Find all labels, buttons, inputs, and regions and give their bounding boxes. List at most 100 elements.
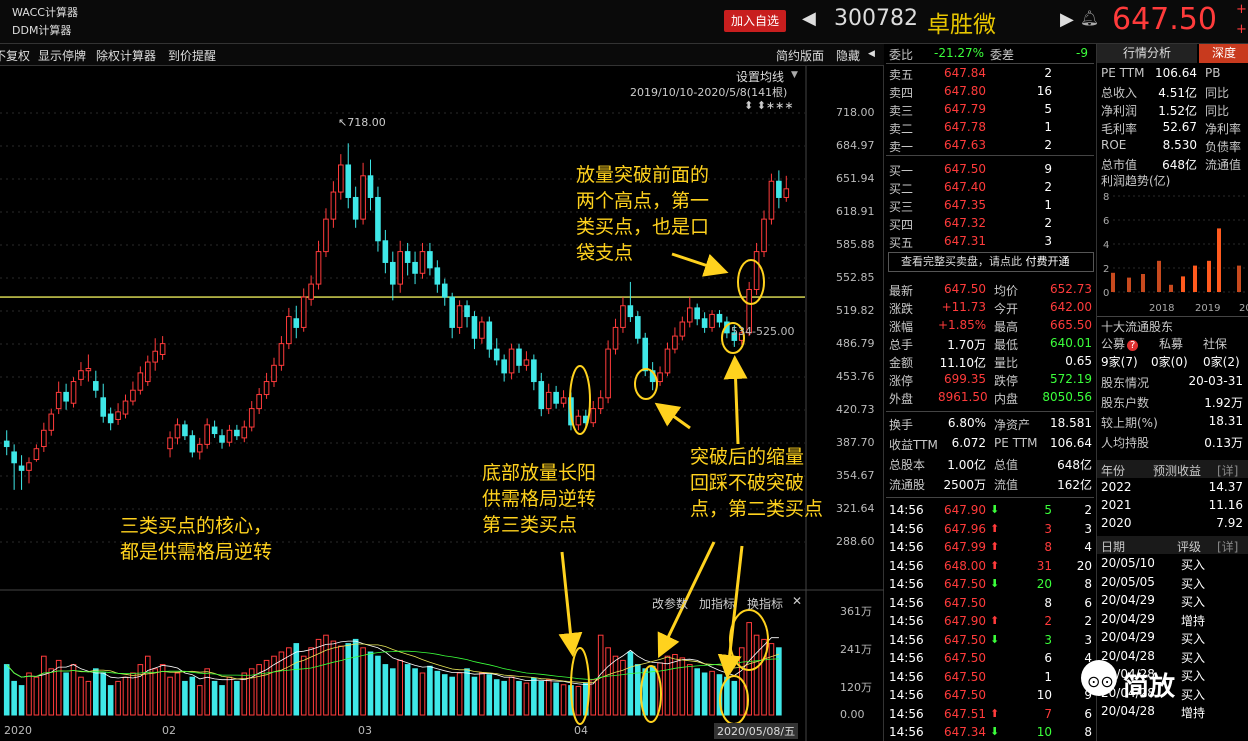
- price-tick: 288.60: [836, 535, 875, 548]
- tick-volume: 10: [1036, 688, 1052, 702]
- vol-add-indicator-button[interactable]: 加指标: [699, 597, 736, 611]
- quote-value-2: 642.00: [1050, 300, 1092, 314]
- volume-tick: 361万: [840, 605, 872, 618]
- tab-depth[interactable]: 深度: [1199, 44, 1248, 63]
- toolbar-no-adjust[interactable]: 不复权: [0, 49, 31, 63]
- sell-level-price: 647.84: [944, 66, 986, 80]
- metric-label-2: 同比: [1205, 86, 1230, 100]
- wacc-calculator-link[interactable]: WACC计算器: [12, 6, 78, 19]
- vol-param-button[interactable]: 改参数: [652, 597, 689, 611]
- candle-body: [672, 335, 678, 350]
- weicha-value: -9: [1076, 46, 1088, 60]
- tick-count: 6: [1084, 595, 1092, 610]
- profit-bar: [1127, 277, 1131, 292]
- volume-bar: [493, 679, 500, 716]
- volume-bar: [204, 668, 210, 716]
- candle-body: [664, 348, 671, 374]
- zoom-arrows[interactable]: ⬍ ⬍∗∗∗: [744, 99, 794, 112]
- candle-body: [516, 348, 522, 366]
- quote-label: 涨停: [889, 374, 914, 388]
- rating-date: 20/04/29: [1101, 630, 1155, 644]
- toolbar-show-suspend[interactable]: 显示停牌: [38, 49, 87, 63]
- trend-axis-label: 6: [1103, 216, 1109, 227]
- sell-level-volume: 2: [1044, 66, 1052, 80]
- tick-price: 647.50: [944, 595, 986, 610]
- candle-body: [167, 437, 173, 450]
- profit-trend-title: 利润趋势(亿): [1101, 174, 1171, 188]
- volume-bar: [397, 659, 404, 716]
- ma-dropdown-icon[interactable]: ▼: [791, 70, 798, 80]
- candle-body: [605, 348, 611, 399]
- candle-body: [686, 307, 693, 323]
- volume-bar: [523, 682, 530, 716]
- sell-level-price: 647.78: [944, 120, 986, 134]
- quote-value: +11.73: [941, 300, 986, 314]
- analysis-panel: 行情分析 深度 PE TTM 106.64 PB 总收入 4.51亿 同比 净利润 1.52亿…: [1081, 44, 1248, 741]
- rating-detail-link[interactable]: [详]: [1217, 540, 1239, 554]
- buy-level-volume: 9: [1044, 162, 1052, 176]
- trend-axis-label: 0: [1103, 288, 1109, 299]
- annotation-pullback: 突破后的缩量 回踩不破突破 点，第二类买点: [690, 446, 824, 520]
- volume-bar: [612, 655, 619, 716]
- tab-market-analysis[interactable]: 行情分析: [1097, 44, 1197, 63]
- prev-stock-icon[interactable]: ◀: [802, 8, 816, 29]
- vol-switch-indicator-button[interactable]: 换指标: [747, 597, 784, 611]
- tick-volume: 31: [1036, 558, 1052, 573]
- tick-direction-icon: ⬆: [990, 706, 1000, 720]
- candle-body: [315, 251, 322, 285]
- tick-volume: 3: [1044, 521, 1052, 536]
- tick-count: 8: [1084, 577, 1092, 591]
- volume-bar: [248, 668, 255, 716]
- tick-count: 4: [1084, 540, 1092, 554]
- candle-body: [204, 424, 210, 445]
- volume-bar: [575, 685, 582, 716]
- candle-body: [523, 359, 530, 366]
- collapse-icon[interactable]: ◀: [868, 49, 875, 59]
- buy-level-price: 647.50: [944, 162, 986, 176]
- tick-time: 14:56: [889, 725, 924, 739]
- candle-body: [545, 391, 552, 410]
- ddm-calculator-link[interactable]: DDM计算器: [12, 24, 72, 37]
- bell-icon[interactable]: 🔔︎: [1080, 9, 1100, 27]
- toolbar-hide[interactable]: 隐藏: [836, 49, 861, 63]
- kline-svg[interactable]: [0, 66, 884, 741]
- ma-setting[interactable]: 设置均线: [736, 70, 785, 84]
- annotation-arrow: [723, 355, 748, 445]
- volume-bar: [605, 647, 611, 716]
- candle-body: [456, 305, 463, 328]
- tick-volume: 7: [1044, 706, 1052, 721]
- vol-close-icon[interactable]: ✕: [792, 594, 803, 608]
- volume-bar: [211, 680, 218, 716]
- toolbar-price-alert[interactable]: 到价提醒: [168, 49, 217, 63]
- sell-level-volume: 5: [1044, 102, 1052, 116]
- price-tick: 618.91: [836, 205, 875, 218]
- volume-bar: [48, 668, 55, 716]
- eps-detail-link[interactable]: [详]: [1217, 464, 1239, 478]
- candle-body: [753, 251, 760, 291]
- toolbar-ex-right-calc[interactable]: 除权计算器: [96, 49, 157, 63]
- volume-bar: [263, 659, 270, 716]
- profit-bar: [1217, 228, 1221, 292]
- toolbar-simple-layout[interactable]: 简约版面: [776, 49, 825, 63]
- eps-year-header: 年份: [1101, 464, 1126, 478]
- profit-bar: [1111, 272, 1115, 292]
- eps-value: 7.92: [1216, 516, 1243, 530]
- volume-bar: [516, 680, 522, 716]
- tick-price: 647.99: [944, 540, 986, 554]
- resistance-label: 534-525.00: [731, 325, 795, 338]
- profit-bar: [1141, 274, 1145, 292]
- volume-bar: [144, 655, 151, 716]
- full-orderbook-button[interactable]: 查看完整买卖盘，请点此 付费开通: [888, 252, 1094, 272]
- volume-bar: [226, 676, 233, 716]
- next-stock-icon[interactable]: ▶: [1060, 9, 1074, 30]
- volume-bar: [701, 672, 708, 716]
- candle-body: [196, 443, 203, 453]
- volume-bar: [107, 685, 114, 716]
- candle-body: [679, 321, 686, 337]
- fund-label-2: 流值: [994, 478, 1019, 492]
- add-watchlist-button[interactable]: 加入自选: [724, 10, 786, 32]
- price-tick: 519.82: [836, 304, 875, 317]
- candle-body: [78, 370, 84, 380]
- volume-bar: [137, 664, 144, 716]
- candle-body: [575, 415, 582, 426]
